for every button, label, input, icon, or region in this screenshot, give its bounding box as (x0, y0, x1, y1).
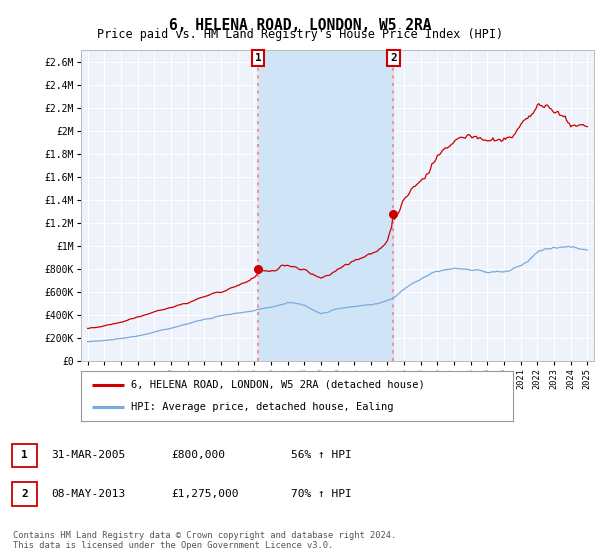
Text: 70% ↑ HPI: 70% ↑ HPI (291, 489, 352, 499)
Text: 1: 1 (21, 450, 28, 460)
Text: 56% ↑ HPI: 56% ↑ HPI (291, 450, 352, 460)
Text: HPI: Average price, detached house, Ealing: HPI: Average price, detached house, Eali… (131, 402, 393, 412)
Text: 08-MAY-2013: 08-MAY-2013 (51, 489, 125, 499)
Bar (258, 50, 394, 361)
Text: Price paid vs. HM Land Registry's House Price Index (HPI): Price paid vs. HM Land Registry's House … (97, 28, 503, 41)
Text: 1: 1 (255, 53, 262, 63)
Text: 2: 2 (21, 489, 28, 499)
Text: £1,275,000: £1,275,000 (171, 489, 238, 499)
Text: 6, HELENA ROAD, LONDON, W5 2RA (detached house): 6, HELENA ROAD, LONDON, W5 2RA (detached… (131, 380, 424, 390)
Text: 2: 2 (390, 53, 397, 63)
Text: Contains HM Land Registry data © Crown copyright and database right 2024.
This d: Contains HM Land Registry data © Crown c… (13, 530, 397, 550)
Text: 6, HELENA ROAD, LONDON, W5 2RA: 6, HELENA ROAD, LONDON, W5 2RA (169, 18, 431, 33)
Text: 31-MAR-2005: 31-MAR-2005 (51, 450, 125, 460)
Text: £800,000: £800,000 (171, 450, 225, 460)
